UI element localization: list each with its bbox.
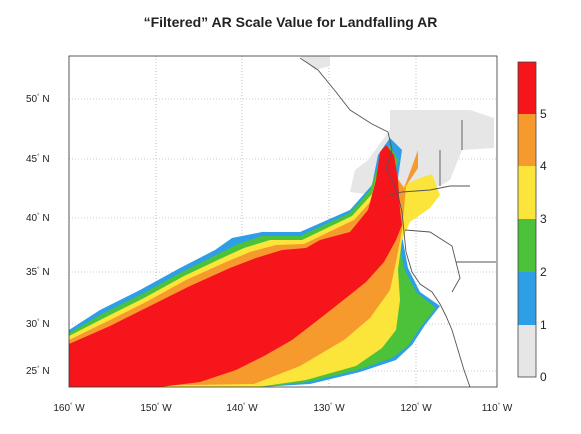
colorbar-segment-5 bbox=[518, 62, 536, 114]
longitude-labels: 160° W 150° W 140° W 130° W 120° W 110° … bbox=[53, 403, 513, 414]
colorbar-border bbox=[517, 61, 537, 378]
lat-label: 35° N bbox=[26, 267, 50, 278]
zone-value-5 bbox=[69, 145, 402, 387]
lon-label: 110° W bbox=[482, 403, 513, 414]
lon-label: 130° W bbox=[313, 403, 345, 414]
lat-label: 45° N bbox=[26, 154, 50, 165]
colorbar-segment-0 bbox=[518, 325, 536, 377]
zone-inland-0b bbox=[300, 56, 330, 70]
lon-label: 160° W bbox=[53, 403, 85, 414]
latitude-labels: 50° N 45° N 40° N 35° N 30° N 25° N bbox=[26, 94, 50, 377]
colorbar-label: 4 bbox=[540, 159, 547, 173]
colorbar-label: 0 bbox=[540, 370, 547, 384]
colorbar-segment-1 bbox=[518, 272, 536, 325]
colorbar-segment-4 bbox=[518, 114, 536, 166]
lon-label: 140° W bbox=[226, 403, 258, 414]
lat-label: 50° N bbox=[26, 94, 50, 105]
colorbar-label: 1 bbox=[540, 318, 547, 332]
colorbar-label: 2 bbox=[540, 265, 547, 279]
colorbar-segment-2 bbox=[518, 219, 536, 272]
colorbar-segment-3 bbox=[518, 166, 536, 219]
lat-label: 30° N bbox=[26, 319, 50, 330]
plot-border bbox=[68, 55, 498, 388]
lon-label: 120° W bbox=[400, 403, 432, 414]
lat-label: 40° N bbox=[26, 213, 50, 224]
coastline bbox=[299, 57, 496, 387]
map-title: “Filtered” AR Scale Value for Landfallin… bbox=[143, 14, 438, 30]
colorbar: 0 1 2 3 4 5 bbox=[517, 61, 547, 384]
colorbar-label: 3 bbox=[540, 212, 547, 226]
colorbar-label: 5 bbox=[540, 107, 547, 121]
lon-label: 150° W bbox=[140, 403, 172, 414]
lat-label: 25° N bbox=[26, 366, 50, 377]
